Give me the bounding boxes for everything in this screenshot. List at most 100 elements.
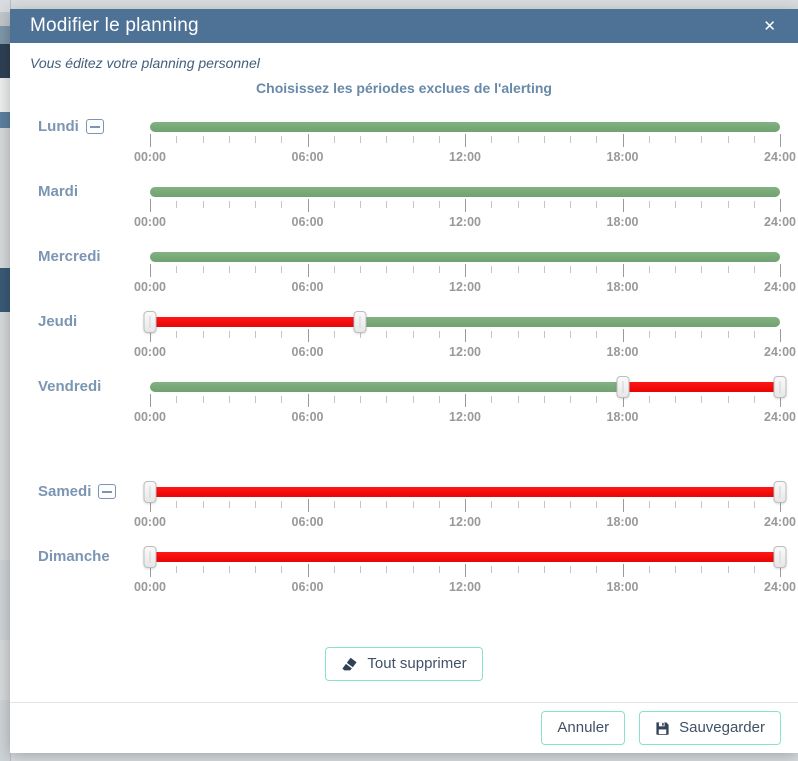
minor-tick — [727, 266, 729, 273]
time-label: 12:00 — [449, 280, 481, 294]
minor-tick — [517, 396, 519, 403]
minor-tick — [675, 396, 676, 403]
minor-tick — [386, 136, 388, 143]
remove-day-icon[interactable] — [98, 484, 117, 499]
time-label: 00:00 — [134, 410, 166, 424]
minor-tick — [675, 566, 676, 573]
minor-tick — [438, 566, 440, 573]
time-label: 12:00 — [449, 215, 481, 229]
time-label: 24:00 — [764, 150, 796, 164]
minor-tick — [412, 501, 414, 508]
section-heading: Choisissez les périodes exclues de l'ale… — [256, 80, 552, 96]
slider-segment-included — [150, 382, 623, 392]
time-range-slider[interactable]: 00:00 06:00 12:00 18:00 24:00 — [134, 311, 796, 376]
slider-handle[interactable] — [773, 546, 787, 568]
time-label: 06:00 — [291, 580, 324, 594]
minor-tick — [281, 396, 283, 403]
slider-handle[interactable] — [616, 376, 629, 398]
minor-tick — [701, 566, 703, 573]
major-tick — [465, 199, 466, 212]
minor-tick — [675, 501, 676, 508]
time-label: 24:00 — [764, 580, 796, 594]
minor-tick — [412, 396, 414, 403]
minor-tick — [701, 331, 703, 338]
minor-tick — [517, 201, 519, 208]
minor-tick — [281, 201, 283, 208]
time-range-slider[interactable]: 00:00 06:00 12:00 18:00 24:00 — [134, 546, 796, 611]
minor-tick — [543, 501, 545, 508]
remove-day-icon[interactable] — [85, 119, 104, 134]
schedule-rows: Lundi 00:00 06:00 12:00 18:00 24:00 Mardi 00… — [10, 116, 798, 611]
clear-all-button[interactable]: Tout supprimer — [325, 647, 483, 681]
slider-segment-excluded — [622, 382, 780, 392]
minor-tick — [727, 566, 729, 573]
minor-tick — [648, 566, 650, 573]
time-range-slider[interactable]: 00:00 06:00 12:00 18:00 24:00 — [134, 246, 796, 311]
major-tick — [622, 264, 624, 277]
time-label: 00:00 — [134, 580, 166, 594]
major-tick — [150, 199, 151, 212]
minor-tick — [228, 201, 230, 208]
minor-tick — [202, 266, 204, 273]
minor-tick — [360, 566, 361, 573]
slider-track[interactable] — [150, 382, 780, 392]
major-tick — [307, 329, 309, 342]
slider-handle[interactable] — [143, 311, 157, 333]
minor-tick — [360, 396, 361, 403]
minor-tick — [701, 501, 703, 508]
slider-track[interactable] — [150, 552, 780, 562]
time-label: 00:00 — [134, 280, 166, 294]
slider-track[interactable] — [150, 487, 780, 497]
slider-track[interactable] — [150, 317, 780, 327]
time-axis: 00:00 06:00 12:00 18:00 24:00 — [134, 564, 796, 604]
slider-handle[interactable] — [353, 311, 367, 333]
minor-tick — [333, 266, 335, 273]
minor-tick — [438, 396, 440, 403]
major-tick — [307, 199, 309, 212]
close-icon[interactable]: ✕ — [763, 17, 776, 35]
minor-tick — [255, 566, 256, 573]
major-tick — [465, 264, 466, 277]
major-tick — [150, 134, 151, 147]
cancel-label: Annuler — [557, 719, 610, 736]
minor-tick — [491, 266, 493, 273]
slider-segment-included — [150, 122, 780, 132]
time-axis: 00:00 06:00 12:00 18:00 24:00 — [134, 329, 796, 369]
slider-handle[interactable] — [773, 376, 787, 398]
time-label: 24:00 — [764, 280, 796, 294]
time-label: 06:00 — [291, 280, 324, 294]
time-label: 12:00 — [449, 150, 481, 164]
day-label: Mercredi — [38, 248, 101, 265]
slider-handle[interactable] — [143, 546, 157, 568]
minor-tick — [176, 266, 178, 273]
minor-tick — [176, 396, 178, 403]
minor-tick — [255, 266, 256, 273]
time-label: 00:00 — [134, 215, 166, 229]
slider-track[interactable] — [150, 252, 780, 262]
minor-tick — [753, 136, 755, 143]
time-range-slider[interactable]: 00:00 06:00 12:00 18:00 24:00 — [134, 116, 796, 181]
day-row-jeudi: Jeudi 00:00 06:00 12:00 18:00 24:00 — [10, 311, 798, 376]
day-row-vendredi: Vendredi 00:00 06:00 12:00 18:00 24:00 — [10, 376, 798, 441]
minor-tick — [386, 501, 388, 508]
minor-tick — [281, 331, 283, 338]
time-range-slider[interactable]: 00:00 06:00 12:00 18:00 24:00 — [134, 181, 796, 246]
time-range-slider[interactable]: 00:00 06:00 12:00 18:00 24:00 — [134, 376, 796, 441]
slider-track[interactable] — [150, 122, 780, 132]
slider-track[interactable] — [150, 187, 780, 197]
minor-tick — [570, 136, 571, 143]
cancel-button[interactable]: Annuler — [541, 711, 626, 745]
minor-tick — [176, 136, 178, 143]
minor-tick — [753, 266, 755, 273]
save-button[interactable]: Sauvegarder — [639, 711, 781, 745]
time-label: 24:00 — [764, 515, 796, 529]
day-label: Vendredi — [38, 378, 102, 395]
minor-tick — [648, 501, 650, 508]
slider-handle[interactable] — [773, 481, 787, 503]
minor-tick — [543, 331, 545, 338]
minor-tick — [491, 201, 493, 208]
time-range-slider[interactable]: 00:00 06:00 12:00 18:00 24:00 — [134, 481, 796, 546]
slider-handle[interactable] — [143, 481, 157, 503]
minor-tick — [596, 331, 598, 338]
minor-tick — [543, 136, 545, 143]
